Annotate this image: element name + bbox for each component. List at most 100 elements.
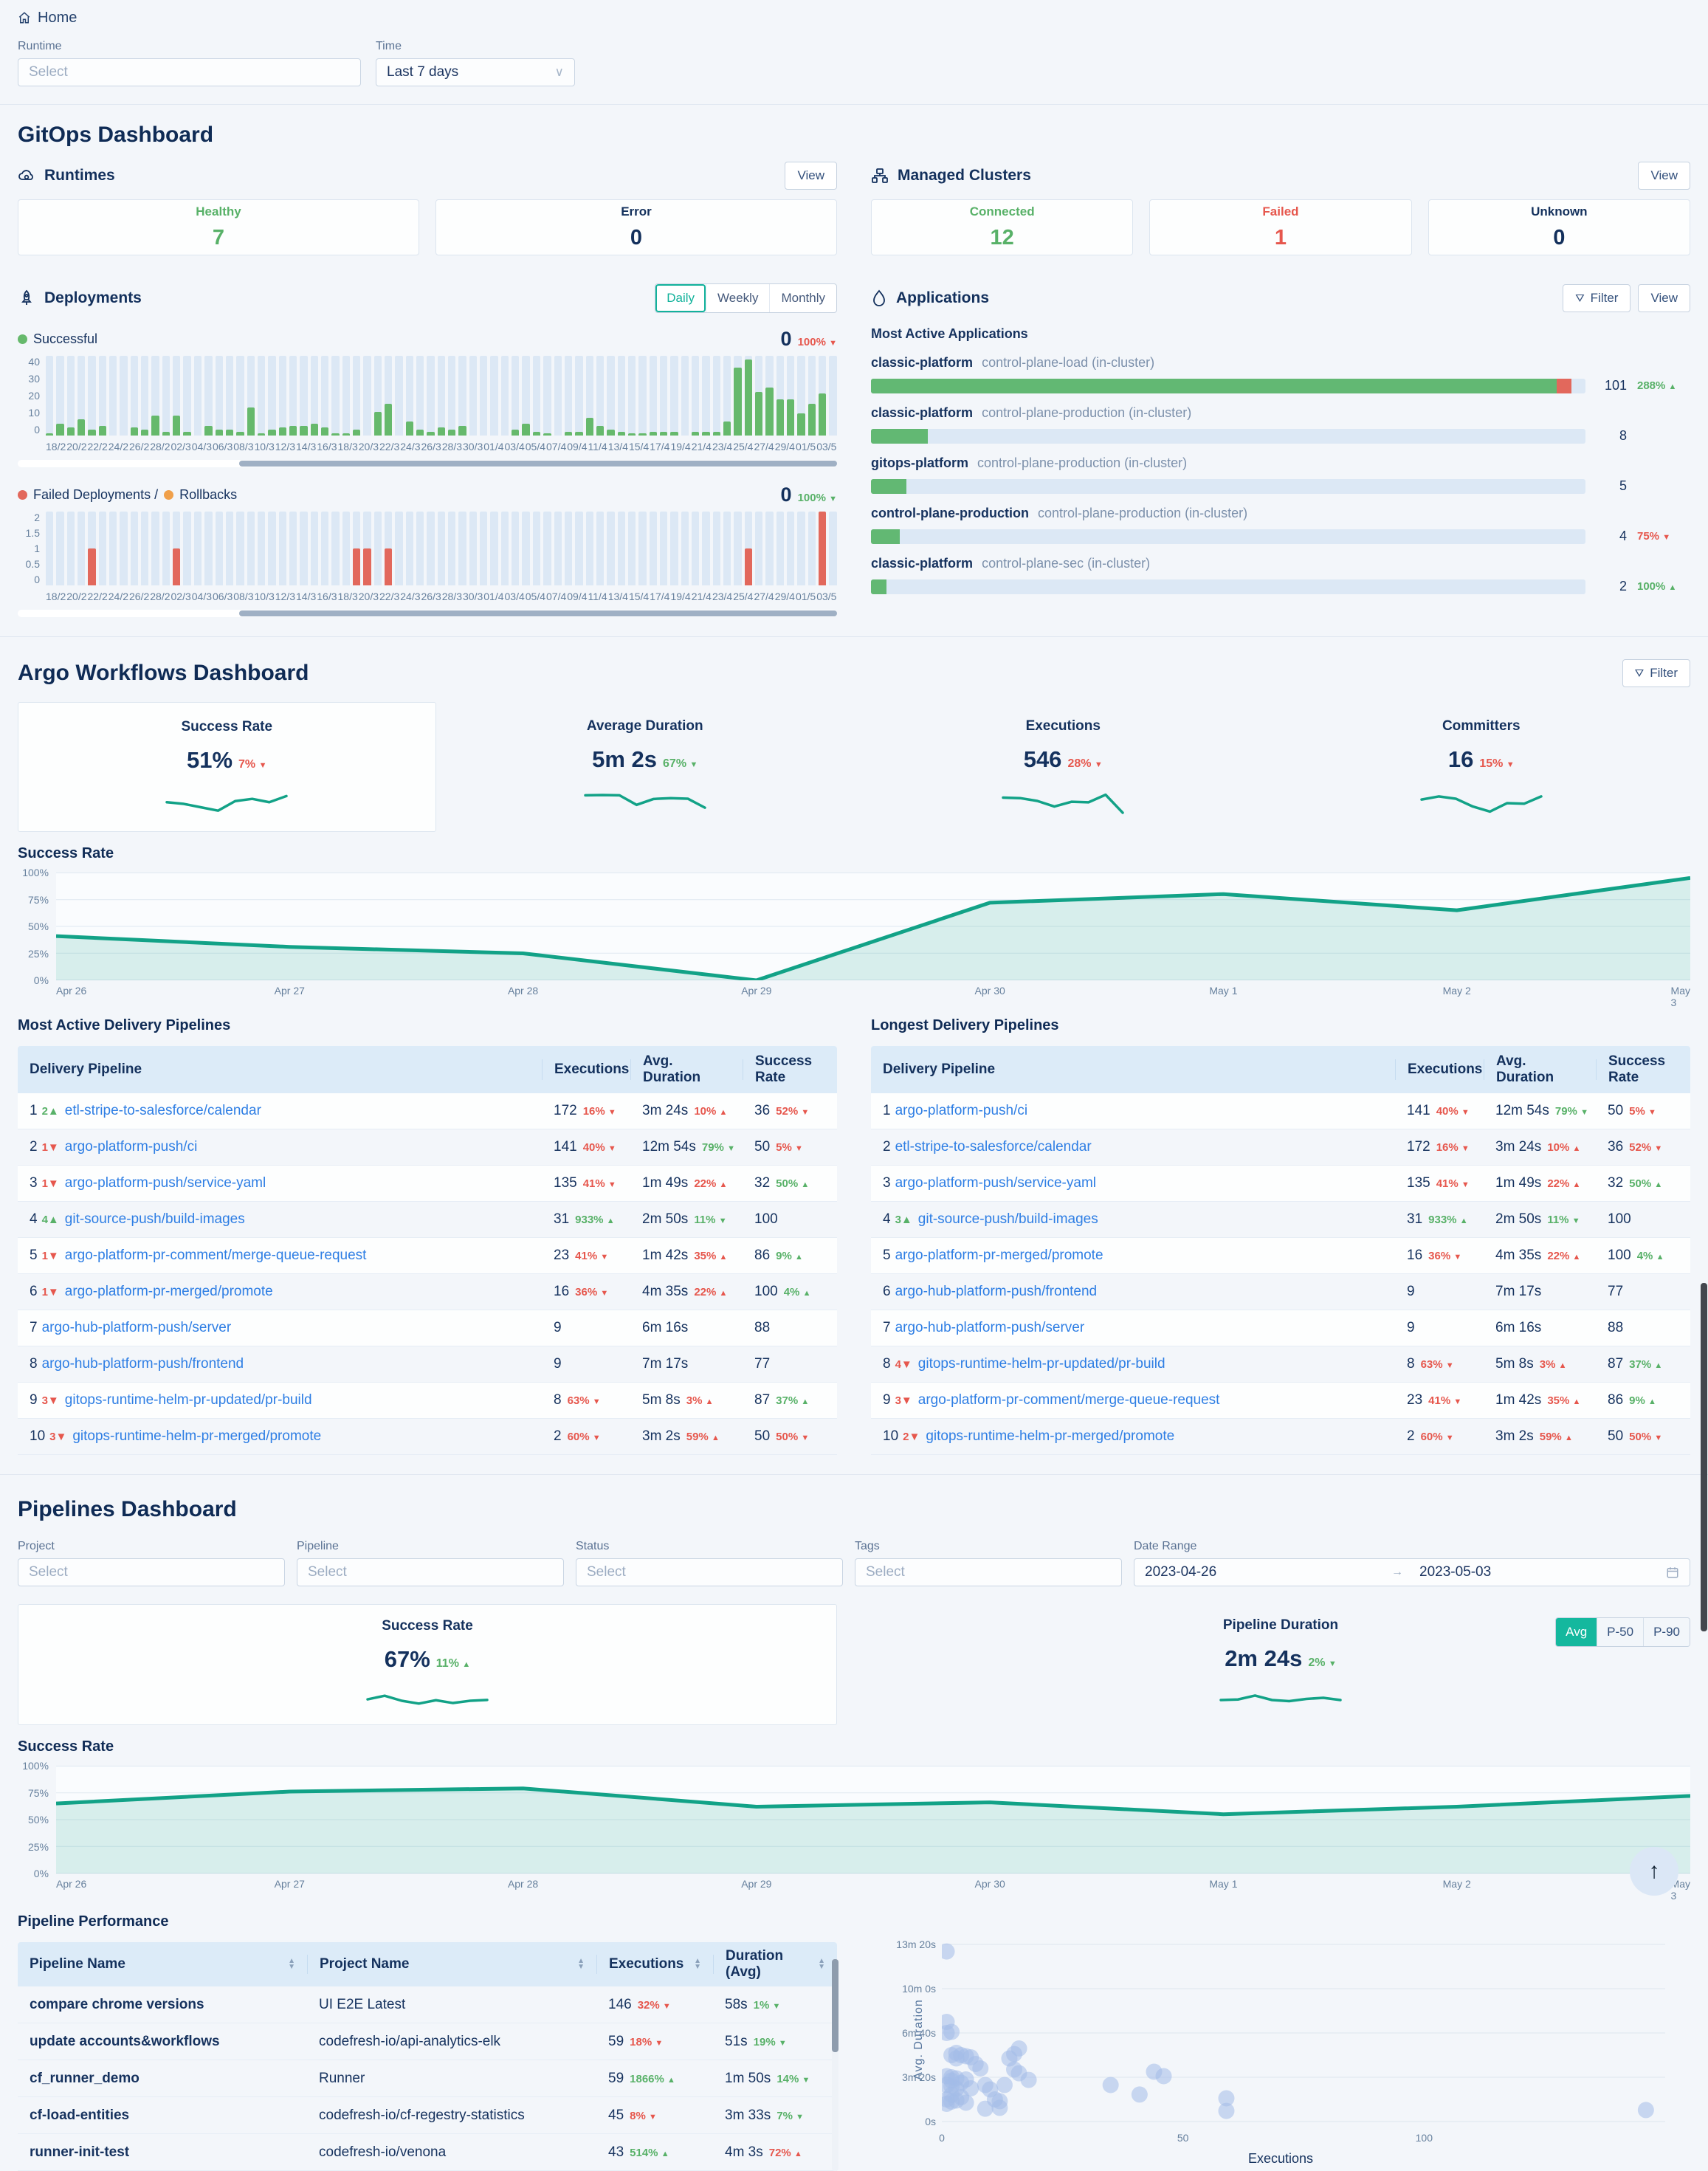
performance-vscrollbar[interactable] <box>832 1959 838 2171</box>
daterange-input[interactable]: 2023-04-26 → 2023-05-03 <box>1134 1558 1690 1586</box>
bar <box>268 429 276 436</box>
application-name[interactable]: control-plane-production <box>871 506 1029 520</box>
delta-badge: 72% ▲ <box>768 2146 802 2159</box>
perf-pipeline-name[interactable]: runner-init-test <box>30 2144 130 2160</box>
column-header[interactable]: Success Rate <box>743 1053 837 1085</box>
application-name[interactable]: classic-platform <box>871 405 974 420</box>
toggle-avg[interactable]: Avg <box>1556 1618 1597 1646</box>
tab-daily[interactable]: Daily <box>655 284 706 312</box>
applications-filter-button[interactable]: ⛛ Filter <box>1563 284 1631 312</box>
most-active-applications-label: Most Active Applications <box>871 326 1028 341</box>
runtime-select[interactable]: Select <box>18 58 361 86</box>
perf-pipeline-name[interactable]: update accounts&workflows <box>30 2033 220 2049</box>
tags-select[interactable]: Select <box>855 1558 1122 1586</box>
scroll-to-top-button[interactable]: ↑ <box>1630 1847 1678 1896</box>
perf-column-header[interactable]: Pipeline Name ▲ ▼ <box>30 1956 295 1972</box>
pipeline-link[interactable]: argo-hub-platform-push/frontend <box>41 1356 244 1372</box>
perf-project-name: codefresh-io/api-analytics-elk <box>319 2033 501 2049</box>
project-select[interactable]: Select <box>18 1558 285 1586</box>
cell-value: 141 <box>554 1139 577 1155</box>
perf-pipeline-name[interactable]: compare chrome versions <box>30 1996 204 2012</box>
pipeline-link[interactable]: gitops-runtime-helm-pr-updated/pr-build <box>64 1392 312 1408</box>
day-column <box>490 512 498 585</box>
runtimes-view-button[interactable]: View <box>785 162 837 190</box>
day-column <box>532 356 541 436</box>
perf-column-header[interactable]: Duration (Avg) ▲ ▼ <box>713 1948 837 1980</box>
cell-value: 32 <box>1608 1175 1624 1191</box>
column-header[interactable]: Avg. Duration <box>630 1053 743 1085</box>
failed-hscrollbar[interactable] <box>18 610 837 617</box>
pipeline-link[interactable]: git-source-push/build-images <box>917 1211 1098 1227</box>
pipeline-link[interactable]: argo-hub-platform-push/server <box>41 1320 232 1335</box>
delta-badge: 11% ▼ <box>694 1214 727 1226</box>
day-column <box>627 356 636 436</box>
column-header[interactable]: Executions <box>1395 1059 1484 1080</box>
application-row: classic-platform control-plane-sec (in-cl… <box>871 556 1690 594</box>
argo-filter-button[interactable]: ⛛ Filter <box>1622 659 1690 687</box>
perf-pipeline-name[interactable]: cf-load-entities <box>30 2107 130 2123</box>
application-name[interactable]: gitops-platform <box>871 455 968 470</box>
column-header[interactable]: Delivery Pipeline <box>883 1062 996 1077</box>
sort-icon[interactable]: ▲ ▼ <box>694 1957 701 1971</box>
perf-column-header[interactable]: Project Name ▲ ▼ <box>307 1955 596 1974</box>
pipeline-link[interactable]: argo-platform-pr-merged/promote <box>895 1248 1103 1263</box>
pipeline-select[interactable]: Select <box>297 1558 564 1586</box>
toggle-p-50[interactable]: P-50 <box>1597 1618 1644 1646</box>
pipeline-link[interactable]: argo-platform-push/service-yaml <box>64 1175 266 1191</box>
stat-value: 12 <box>990 226 1014 250</box>
pipeline-link[interactable]: argo-platform-push/ci <box>895 1103 1028 1118</box>
deployments-hscrollbar[interactable] <box>18 460 837 467</box>
application-name[interactable]: classic-platform <box>871 556 974 571</box>
column-header[interactable]: Executions <box>542 1059 630 1080</box>
pipeline-link[interactable]: gitops-runtime-helm-pr-merged/promote <box>72 1428 322 1444</box>
perf-pipeline-name[interactable]: cf_runner_demo <box>30 2070 140 2086</box>
sort-icon[interactable]: ▲ ▼ <box>577 1957 585 1971</box>
column-header[interactable]: Avg. Duration <box>1484 1053 1596 1085</box>
pipeline-link[interactable]: argo-platform-push/service-yaml <box>895 1175 1096 1191</box>
delta-badge: 37% ▲ <box>776 1394 810 1407</box>
pipeline-link[interactable]: argo-platform-push/ci <box>64 1139 198 1155</box>
exec-cell: 141 40% ▼ <box>1395 1103 1484 1119</box>
page-vscrollbar-thumb[interactable] <box>1701 1283 1707 1631</box>
calendar-icon[interactable] <box>1666 1566 1679 1579</box>
bar <box>797 413 805 436</box>
clusters-view-button[interactable]: View <box>1638 162 1690 190</box>
perf-column-header[interactable]: Executions ▲ ▼ <box>596 1955 713 1974</box>
pipeline-link[interactable]: argo-hub-platform-push/frontend <box>895 1284 1098 1299</box>
perf-project-name: Runner <box>319 2070 365 2086</box>
pipeline-link[interactable]: gitops-runtime-helm-pr-updated/pr-build <box>917 1356 1165 1372</box>
delta-badge: 100% ▼ <box>797 491 837 504</box>
day-column <box>320 356 329 436</box>
pipeline-link[interactable]: argo-platform-pr-comment/merge-queue-req… <box>917 1392 1220 1408</box>
date-from[interactable]: 2023-04-26 <box>1145 1564 1217 1580</box>
day-column <box>797 512 805 585</box>
pipeline-link[interactable]: argo-hub-platform-push/server <box>895 1320 1085 1335</box>
tab-monthly[interactable]: Monthly <box>769 284 836 312</box>
application-name[interactable]: classic-platform <box>871 355 974 370</box>
tab-weekly[interactable]: Weekly <box>706 284 769 312</box>
pipeline-link[interactable]: argo-platform-pr-merged/promote <box>64 1284 273 1299</box>
pipeline-link[interactable]: git-source-push/build-images <box>64 1211 245 1227</box>
pipeline-link[interactable]: etl-stripe-to-salesforce/calendar <box>895 1139 1092 1155</box>
status-select[interactable]: Select <box>576 1558 843 1586</box>
breadcrumb[interactable]: Home <box>18 10 77 27</box>
delta-badge: 75% ▼ <box>1637 529 1671 543</box>
date-to[interactable]: 2023-05-03 <box>1419 1564 1492 1580</box>
column-header[interactable]: Success Rate <box>1596 1053 1690 1085</box>
day-column <box>744 512 753 585</box>
day-column <box>300 356 308 436</box>
applications-view-button[interactable]: View <box>1638 284 1690 312</box>
sort-icon[interactable]: ▲ ▼ <box>288 1957 295 1971</box>
sort-icon[interactable]: ▲ ▼ <box>818 1957 825 1971</box>
pipeline-link[interactable]: argo-platform-pr-comment/merge-queue-req… <box>64 1248 367 1263</box>
pipeline-link[interactable]: gitops-runtime-helm-pr-merged/promote <box>926 1428 1175 1444</box>
pipeline-link[interactable]: etl-stripe-to-salesforce/calendar <box>64 1103 261 1118</box>
bar <box>512 429 520 436</box>
bar <box>649 431 657 436</box>
cell-value: 1m 50s <box>725 2070 771 2086</box>
bar <box>352 429 361 436</box>
column-header[interactable]: Delivery Pipeline <box>30 1062 142 1077</box>
time-select[interactable]: Last 7 days ∨ <box>376 58 575 86</box>
bar <box>585 417 593 436</box>
toggle-p-90[interactable]: P-90 <box>1643 1618 1690 1646</box>
